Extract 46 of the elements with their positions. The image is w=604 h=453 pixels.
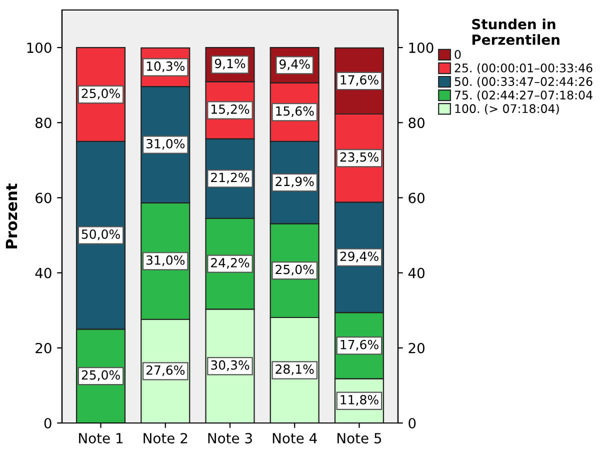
legend-label: 100. (> 07:18:04): [455, 104, 559, 114]
y-tick-label: 0: [44, 418, 52, 428]
legend-title: Stunden in Perzentilen: [472, 18, 560, 45]
data-label: 21,2%: [211, 172, 250, 184]
y2-tick-label: 20: [408, 342, 424, 354]
y-tick-label: 100: [27, 42, 52, 54]
x-tick-label: Note 2: [144, 432, 188, 444]
x-tick-label: Note 1: [79, 433, 123, 444]
data-label: 15,2%: [212, 104, 250, 116]
y2-tick-label: 60: [408, 192, 424, 204]
x-tick-label: Note 4: [272, 433, 317, 444]
y2-tick-label: 40: [408, 268, 424, 278]
data-label: 11,8%: [340, 395, 378, 406]
x-tick-label: Note 5: [338, 433, 382, 444]
data-label: 27,6%: [146, 365, 185, 376]
data-label: 28,1%: [276, 364, 314, 376]
data-label: 15,6%: [276, 106, 314, 118]
data-label: 24,2%: [211, 258, 250, 269]
y-axis-title: Prozent: [6, 184, 18, 248]
y-tick-label: 60: [36, 192, 52, 204]
data-label: 29,4%: [340, 252, 378, 262]
data-label: 21,9%: [276, 176, 314, 188]
data-label: 9,4%: [280, 59, 310, 70]
legend-label: 25. (00:00:01–00:33:46: [454, 63, 592, 74]
data-label: 10,3%: [146, 61, 185, 72]
data-label: 23,5%: [340, 152, 378, 164]
legend-label: 0: [454, 50, 461, 59]
data-label: 17,6%: [340, 75, 378, 86]
y2-tick-label: 80: [408, 118, 424, 128]
data-label: 31,0%: [146, 138, 185, 150]
x-tick-label: Note 3: [208, 432, 252, 444]
legend-label: 75. (02:44:27–07:18:04: [454, 90, 592, 101]
y-tick-label: 80: [36, 118, 52, 128]
data-label: 31,0%: [146, 255, 185, 266]
y-tick-label: 20: [36, 342, 52, 354]
legend-label: 50. (00:33:47–02:44:26: [454, 76, 592, 88]
data-label: 25,0%: [82, 370, 120, 381]
y2-tick-label: 0: [408, 418, 416, 428]
data-label: 50,0%: [82, 229, 120, 240]
data-label: 30,3%: [211, 360, 250, 372]
data-label: 17,6%: [340, 340, 378, 351]
y-tick-label: 40: [35, 268, 52, 278]
data-label: 9,1%: [214, 58, 246, 70]
y2-tick-label: 100: [409, 42, 434, 54]
data-label: 25,0%: [276, 264, 314, 276]
data-label: 25,0%: [82, 88, 120, 100]
